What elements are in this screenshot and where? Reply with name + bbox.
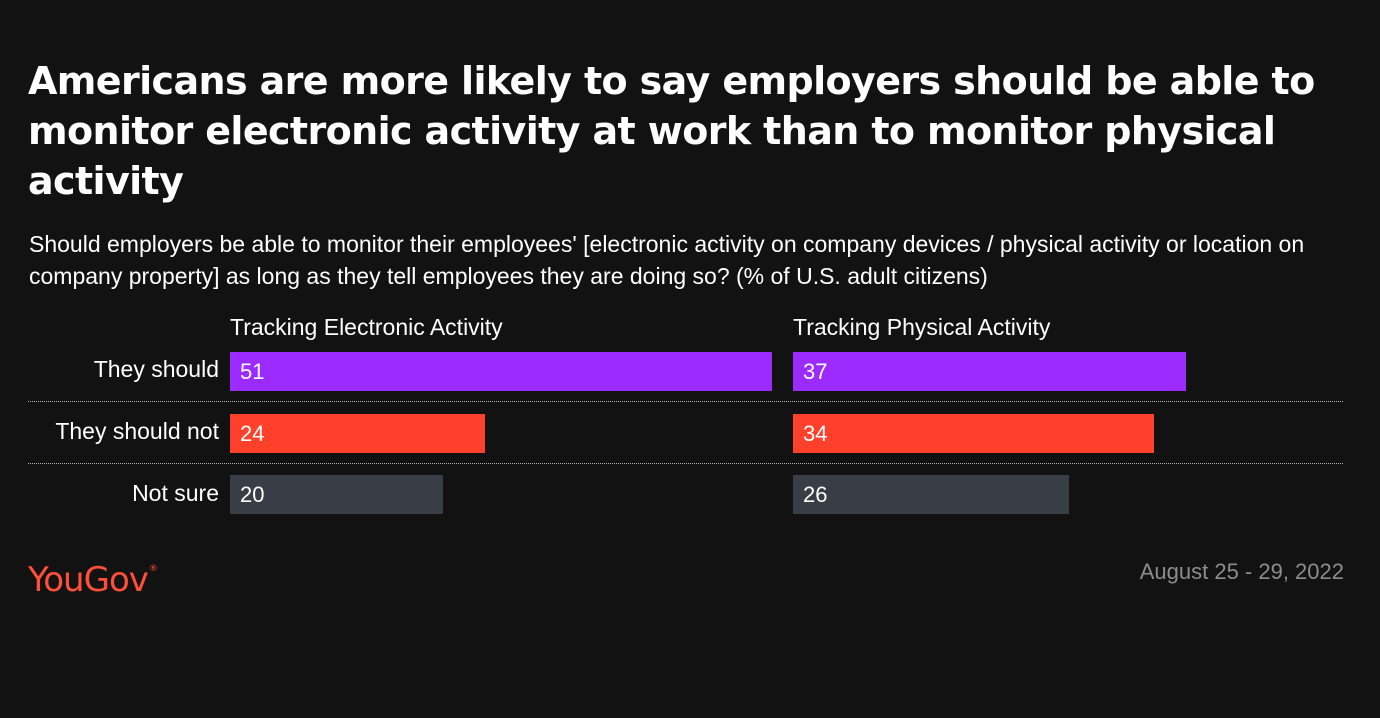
chart-title: Americans are more likely to say employe… [28,59,1315,203]
bar-value-label: 24 [240,421,265,446]
bar [793,414,1154,453]
bar [793,352,1186,391]
bar-value-label: 51 [240,359,265,384]
bar-value-label: 20 [240,482,265,507]
survey-date: August 25 - 29, 2022 [1139,559,1344,584]
row-label: Not sure [132,480,219,506]
row-label: They should [93,356,219,382]
panel-title: Tracking Electronic Activity [230,314,503,340]
registered-mark: ® [148,564,158,574]
bar [230,352,772,391]
row-divider [28,401,1343,402]
bar [230,475,443,514]
row-divider [28,463,1343,464]
logo-text: YouGov [28,560,149,600]
bar [793,475,1069,514]
bar [230,414,485,453]
panel-title: Tracking Physical Activity [793,314,1051,340]
chart-subtitle: Should employers be able to monitor thei… [29,231,1305,289]
row-label: They should not [55,418,219,444]
yougov-logo: YouGov® [28,547,158,602]
bar-value-label: 37 [803,359,828,384]
bar-value-label: 34 [803,421,828,446]
bar-value-label: 26 [803,482,828,507]
